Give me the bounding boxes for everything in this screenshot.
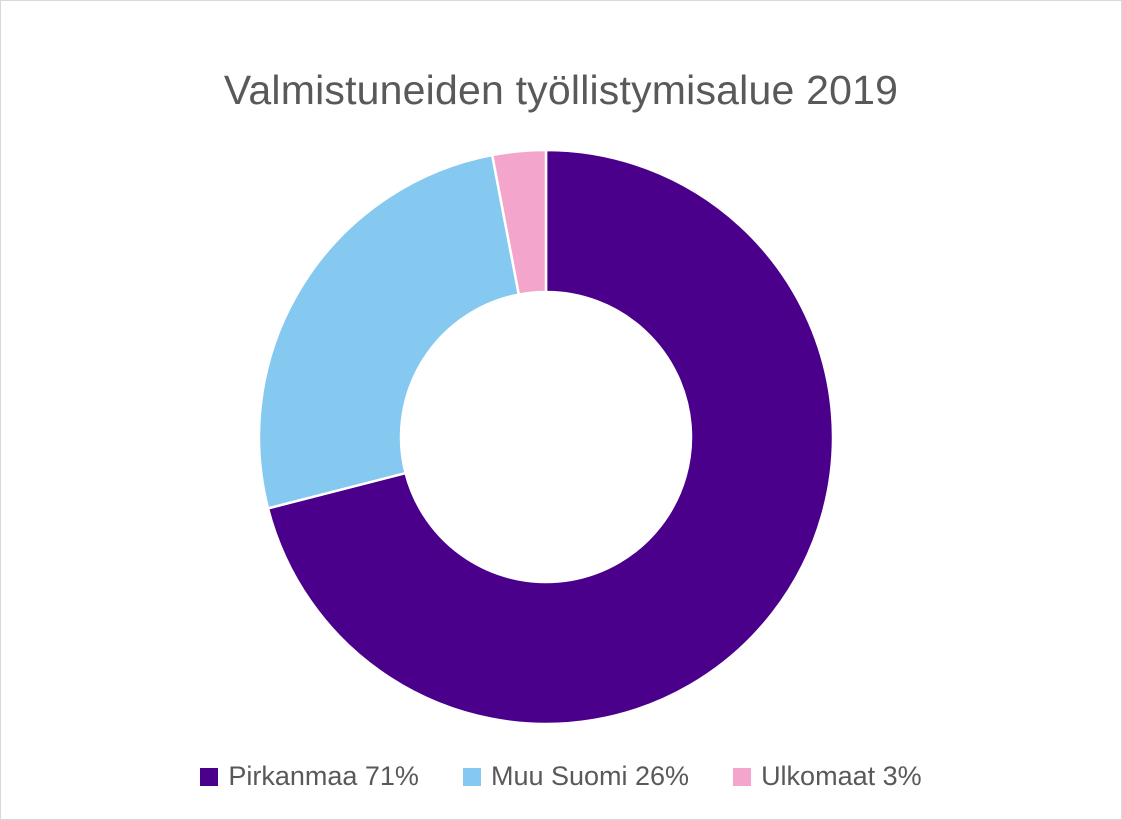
legend-item-ulkomaat: Ulkomaat 3%: [733, 761, 922, 792]
donut-slice-ulkomaat: [490, 148, 548, 297]
legend-swatch-muu-suomi: [462, 767, 481, 786]
chart-title: Valmistuneiden työllistymisalue 2019: [223, 67, 899, 113]
donut-slice-muu-suomi: [257, 153, 521, 510]
legend-item-muu-suomi: Muu Suomi 26%: [462, 761, 690, 792]
donut-slice-pirkanmaa: [266, 148, 835, 726]
legend-swatch-pirkanmaa: [200, 767, 219, 786]
chart-legend: Pirkanmaa 71% Muu Suomi 26% Ulkomaat 3%: [1, 761, 1121, 792]
legend-label-ulkomaat: Ulkomaat 3%: [761, 761, 922, 791]
legend-item-pirkanmaa: Pirkanmaa 71%: [200, 761, 419, 792]
legend-label-pirkanmaa: Pirkanmaa 71%: [228, 761, 419, 791]
legend-swatch-ulkomaat: [733, 767, 752, 786]
legend-label-muu-suomi: Muu Suomi 26%: [490, 761, 690, 791]
